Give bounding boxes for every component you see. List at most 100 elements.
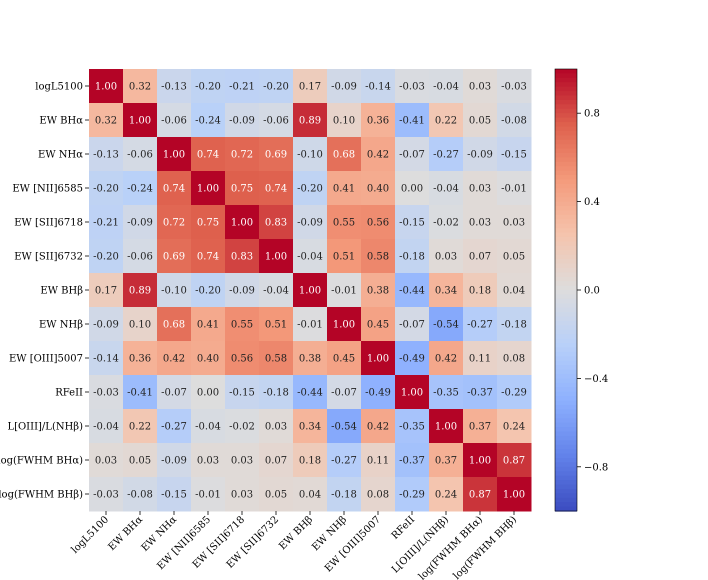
- cell-value-label: -0.27: [467, 320, 493, 331]
- cell-value-label: -0.44: [297, 388, 323, 399]
- colorbar-segment: [555, 122, 577, 128]
- y-tick-label-ew-sii-6732: EW [SII]6732: [14, 252, 83, 263]
- heatmap-cell-6-2: [157, 273, 192, 308]
- cell-value-label: 0.74: [197, 252, 219, 263]
- heatmap-cell-3-12: [497, 171, 532, 206]
- cell-value-label: -0.04: [195, 422, 221, 433]
- colorbar-segment: [555, 188, 577, 194]
- colorbar-segment: [555, 502, 577, 508]
- cell-value-label: -0.18: [263, 388, 289, 399]
- cell-value-label: -0.20: [297, 184, 323, 195]
- colorbar-segment: [555, 338, 577, 344]
- cell-value-label: 0.45: [367, 320, 389, 331]
- heatmap-cell-1-1: [123, 103, 158, 138]
- cell-value-label: 0.07: [265, 456, 287, 467]
- colorbar-segment: [555, 471, 577, 477]
- colorbar-segment: [555, 369, 577, 375]
- colorbar-segment: [555, 475, 577, 481]
- cell-value-label: -0.01: [297, 320, 323, 331]
- colorbar-segment: [555, 506, 577, 512]
- heatmap-cell-12-11: [463, 477, 498, 512]
- cell-value-label: -0.06: [263, 116, 289, 127]
- cell-value-label: -0.07: [161, 388, 187, 399]
- cell-value-label: 0.58: [367, 252, 389, 263]
- heatmap-cell-9-2: [157, 375, 192, 410]
- colorbar-segment: [555, 201, 577, 207]
- cell-value-label: -0.15: [399, 218, 425, 229]
- heatmap-cell-6-5: [259, 273, 294, 308]
- colorbar-segment: [555, 69, 577, 75]
- colorbar-segment: [555, 484, 577, 490]
- heatmap-cell-4-3: [191, 205, 226, 240]
- cell-value-label: 1.00: [435, 422, 457, 433]
- heatmap-cell-5-2: [157, 239, 192, 274]
- colorbar-segment: [555, 82, 577, 88]
- cell-value-label: -0.21: [93, 218, 119, 229]
- colorbar-segment: [555, 493, 577, 499]
- heatmap-cell-11-1: [123, 443, 158, 478]
- colorbar-segment: [555, 130, 577, 136]
- colorbar-segment: [555, 290, 577, 296]
- y-tick-label-ew-bh: EW BHβ: [40, 286, 83, 297]
- cell-value-label: 0.03: [503, 218, 525, 229]
- colorbar-segment: [555, 86, 577, 92]
- colorbar-segment: [555, 210, 577, 216]
- heatmap-cell-6-4: [225, 273, 260, 308]
- cell-value-label: 0.72: [163, 218, 185, 229]
- heatmap-cell-7-0: [89, 307, 124, 342]
- cell-value-label: 0.55: [333, 218, 355, 229]
- y-tick-label-ew-sii-6718: EW [SII]6718: [14, 218, 83, 229]
- heatmap-cell-1-0: [89, 103, 124, 138]
- colorbar-segment: [555, 356, 577, 362]
- colorbar-tick-label: 0.8: [584, 109, 600, 120]
- heatmap-cell-10-0: [89, 409, 124, 444]
- y-tick-label-log-fwhm-bh: log(FWHM BHα): [0, 456, 83, 467]
- cell-value-label: 0.10: [129, 320, 151, 331]
- cell-value-label: 0.03: [469, 82, 491, 93]
- colorbar-segment: [555, 453, 577, 459]
- heatmap-cell-11-11: [463, 443, 498, 478]
- cell-value-label: 0.22: [129, 422, 151, 433]
- cell-value-label: 0.05: [265, 490, 287, 501]
- colorbar-segment: [555, 312, 577, 318]
- cell-value-label: 0.68: [333, 150, 355, 161]
- colorbar-segment: [555, 73, 577, 79]
- cell-value-label: 0.74: [265, 184, 287, 195]
- cell-value-label: -0.24: [195, 116, 221, 127]
- heatmap-cell-10-8: [361, 409, 396, 444]
- x-tick-label-ew-bh: EW BHβ: [277, 514, 315, 552]
- cell-value-label: 0.74: [163, 184, 185, 195]
- colorbar-segment: [555, 108, 577, 114]
- cell-value-label: 0.83: [231, 252, 253, 263]
- cell-value-label: 0.83: [265, 218, 287, 229]
- cell-value-label: -0.13: [161, 82, 187, 93]
- heatmap-cell-7-3: [191, 307, 226, 342]
- heatmap-cell-4-8: [361, 205, 396, 240]
- colorbar-segment: [555, 480, 577, 486]
- heatmap-cell-5-5: [259, 239, 294, 274]
- cell-value-label: -0.06: [127, 150, 153, 161]
- heatmap-cell-11-6: [293, 443, 328, 478]
- colorbar-segment: [555, 263, 577, 269]
- colorbar-tick-label: 0.4: [584, 197, 600, 208]
- heatmap-cell-3-10: [429, 171, 464, 206]
- cell-value-label: 1.00: [401, 388, 423, 399]
- heatmap-cell-5-10: [429, 239, 464, 274]
- cell-value-label: 0.37: [469, 422, 491, 433]
- x-tick-label-logl5100: logL5100: [70, 514, 112, 556]
- cell-value-label: 0.10: [333, 116, 355, 127]
- cell-value-label: -0.04: [263, 286, 289, 297]
- cell-value-label: 0.42: [163, 354, 185, 365]
- y-tick-label-rfeii: RFeII: [55, 388, 83, 399]
- cell-value-label: -0.09: [229, 116, 255, 127]
- colorbar-segment: [555, 360, 577, 366]
- cell-value-label: -0.06: [127, 252, 153, 263]
- cell-value-label: -0.54: [331, 422, 357, 433]
- cell-value-label: 1.00: [333, 320, 355, 331]
- cell-value-label: -0.15: [501, 150, 527, 161]
- heatmap-cell-2-12: [497, 137, 532, 172]
- cell-value-label: 0.89: [129, 286, 151, 297]
- heatmap-cell-6-9: [395, 273, 430, 308]
- heatmap-cell-8-5: [259, 341, 294, 376]
- cell-value-label: 0.69: [265, 150, 287, 161]
